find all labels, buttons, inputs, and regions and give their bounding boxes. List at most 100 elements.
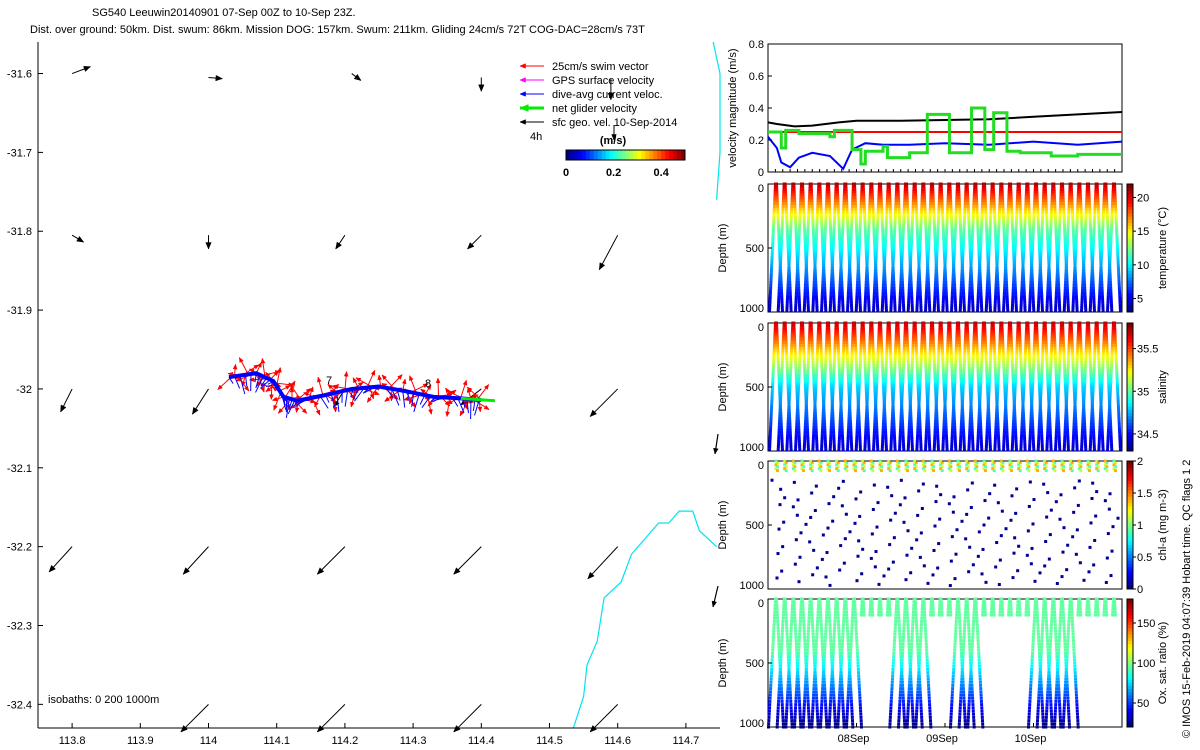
temperature-point-22-132 — [963, 199, 967, 203]
temperature-point-30-990 — [1028, 309, 1032, 313]
temperature-point-b-14-242 — [897, 213, 901, 217]
temperature-point-14-528 — [892, 250, 896, 254]
temperature-point-b-5-44 — [818, 188, 822, 192]
temperature-point-18-880 — [924, 295, 928, 299]
temperature-point-39-352 — [1109, 227, 1113, 231]
temperature-point-5-198 — [816, 207, 820, 211]
temperature-point-b-24-946 — [988, 303, 992, 307]
temperature-point-b-12-374 — [881, 230, 885, 234]
temperature-point-b-34-198 — [1070, 207, 1074, 211]
temperature-point-b-8-396 — [846, 233, 850, 237]
temperature-point-27-968 — [1002, 306, 1006, 310]
temperature-point-23-748 — [968, 278, 972, 282]
temperature-point-31-462 — [1039, 241, 1043, 245]
temperature-point-3-770 — [795, 281, 799, 285]
salinity-point-1-308 — [780, 360, 784, 364]
temperature-point-33-748 — [1055, 278, 1059, 282]
temperature-point-b-28-154 — [1018, 202, 1022, 206]
salinity-point-2-682 — [787, 408, 791, 412]
temperature-point-6-462 — [823, 241, 827, 245]
temperature-point-b-32-902 — [1057, 297, 1061, 301]
salinity-point-b-0-968 — [780, 445, 784, 449]
temperature-point-b-28-264 — [1019, 216, 1023, 220]
temperature-point-1-132 — [781, 199, 785, 203]
temperature-point-b-9-990 — [858, 309, 862, 313]
temperature-point-35-704 — [1073, 272, 1077, 276]
temperature-point-1-968 — [776, 306, 780, 310]
temperature-point-9-792 — [847, 283, 851, 287]
temperature-point-b-25-220 — [992, 210, 996, 214]
temperature-point-10-462 — [857, 241, 861, 245]
temperature-point-b-15-286 — [906, 219, 910, 223]
temperature-point-18-154 — [929, 202, 933, 206]
temperature-point-9-858 — [846, 292, 850, 296]
temperature-point-37-440 — [1092, 238, 1096, 242]
temperature-point-b-34-22 — [1069, 185, 1073, 189]
temperature-point-13-154 — [885, 202, 889, 206]
temperature-point-0-704 — [769, 272, 773, 276]
temperature-point-b-2-154 — [793, 202, 797, 206]
temperature-point-2-550 — [788, 252, 792, 256]
temperature-point-35-792 — [1072, 283, 1076, 287]
salinity-point-1-902 — [777, 436, 781, 440]
temperature-point-21-176 — [954, 205, 958, 209]
temperature-point-b-13-396 — [890, 233, 894, 237]
temperature-point-24-968 — [976, 306, 980, 310]
temperature-point-30-836 — [1028, 289, 1032, 293]
temperature-point-b-7-924 — [841, 300, 845, 304]
temperature-point-b-12-0 — [879, 182, 882, 186]
velocity-ytick-label-0: 0 — [758, 167, 764, 179]
temperature-point-b-24-176 — [984, 205, 988, 209]
temperature-point-b-20-220 — [949, 210, 953, 214]
temperature-point-15-924 — [898, 300, 902, 304]
temperature-point-b-37-924 — [1101, 300, 1105, 304]
temperature-point-b-18-990 — [936, 309, 940, 313]
temperature-point-b-4-198 — [810, 207, 814, 211]
temperature-point-b-20-990 — [954, 309, 958, 313]
salinity-point-b-2-946 — [798, 442, 802, 446]
temperature-point-31-770 — [1038, 281, 1042, 285]
salinity-point-6-748 — [821, 417, 825, 421]
temperature-point-b-4-308 — [811, 221, 815, 225]
temperature-point-0-638 — [770, 264, 774, 268]
temperature-point-b-2-418 — [794, 236, 798, 240]
temperature-point-b-6-132 — [827, 199, 831, 203]
temperature-point-22-836 — [959, 289, 963, 293]
salinity-point-b-2-990 — [798, 448, 802, 452]
temperature-point-0-374 — [771, 230, 775, 234]
temperature-point-25-220 — [989, 210, 993, 214]
temperature-point-8-682 — [839, 269, 843, 273]
temperature-point-11-770 — [864, 281, 868, 285]
temperature-point-b-39-506 — [1116, 247, 1120, 251]
salinity-point-b-0-396 — [777, 372, 781, 376]
temperature-point-10-330 — [858, 224, 862, 228]
temperature-point-37-880 — [1089, 295, 1093, 299]
temperature-point-38-858 — [1098, 292, 1102, 296]
temperature-point-b-8-242 — [845, 213, 849, 217]
section-colorbar-segment-0-33 — [1127, 203, 1133, 207]
temperature-point-0-264 — [772, 216, 776, 220]
map-colorbar-segment-9 — [601, 150, 607, 160]
colorbar-unit-label: (m/s) — [600, 135, 627, 147]
temperature-point-b-29-264 — [1027, 216, 1031, 220]
temperature-point-33-616 — [1056, 261, 1060, 265]
salinity-point-2-176 — [790, 344, 794, 348]
temperature-point-25-616 — [986, 261, 990, 265]
temperature-point-b-27-990 — [1014, 309, 1018, 313]
temperature-point-13-440 — [884, 238, 888, 242]
temperature-point-35-154 — [1076, 202, 1080, 206]
temperature-point-11-902 — [863, 297, 867, 301]
temperature-point-17-176 — [920, 205, 924, 209]
temperature-point-b-18-396 — [933, 233, 937, 237]
temperature-point-1-880 — [777, 295, 781, 299]
temperature-point-31-858 — [1037, 292, 1041, 296]
salinity-point-b-7-858 — [840, 431, 844, 435]
temperature-point-27-462 — [1005, 241, 1009, 245]
salinity-point-4-352 — [806, 366, 810, 370]
temperature-point-16-550 — [909, 252, 913, 256]
temperature-point-37-704 — [1090, 272, 1094, 276]
temperature-point-b-27-198 — [1010, 207, 1014, 211]
temperature-point-20-154 — [946, 202, 950, 206]
temperature-point-3-946 — [794, 303, 798, 307]
temperature-point-19-924 — [933, 300, 937, 304]
